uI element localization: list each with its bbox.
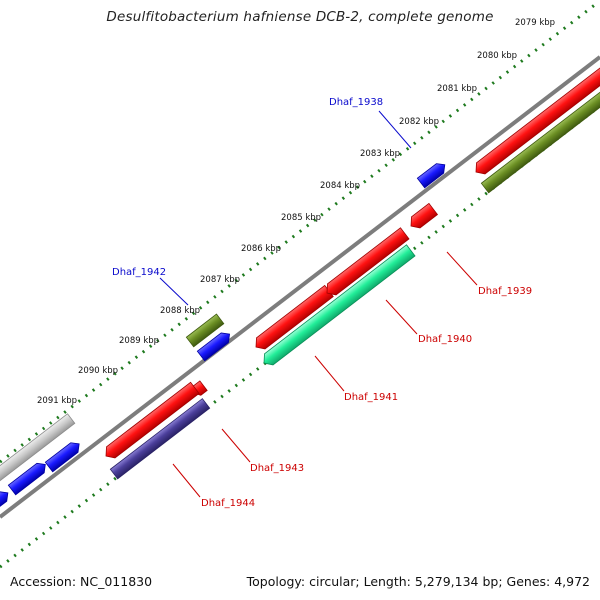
kbp-label: 2081 kbp bbox=[437, 84, 477, 94]
gene-dhaf-1943[interactable] bbox=[102, 381, 200, 461]
gene-label-dhaf-1942[interactable]: Dhaf_1942 bbox=[112, 267, 166, 278]
gene-label-dhaf-1944[interactable]: Dhaf_1944 bbox=[201, 498, 255, 509]
kbp-label: 2082 kbp bbox=[399, 117, 439, 127]
kbp-label: 2088 kbp bbox=[160, 306, 200, 316]
leader-dhaf-1941 bbox=[314, 355, 345, 392]
kbp-label: 2089 kbp bbox=[119, 336, 159, 346]
leader-dhaf-1939 bbox=[446, 251, 478, 286]
gene-label-dhaf-1943[interactable]: Dhaf_1943 bbox=[250, 463, 304, 474]
gene-label-dhaf-1939[interactable]: Dhaf_1939 bbox=[478, 286, 532, 297]
kbp-label: 2085 kbp bbox=[281, 213, 321, 223]
gene-dhaf-1939-olive-long[interactable] bbox=[480, 79, 600, 194]
gene-label-dhaf-1940[interactable]: Dhaf_1940 bbox=[418, 334, 472, 345]
gene-label-dhaf-1938[interactable]: Dhaf_1938 bbox=[329, 97, 383, 108]
kbp-label: 2090 kbp bbox=[78, 366, 118, 376]
map-title: Desulfitobacterium hafniense DCB-2, comp… bbox=[106, 9, 494, 25]
genome-summary-text: Topology: circular; Length: 5,279,134 bp… bbox=[246, 574, 590, 589]
gene-label-dhaf-1941[interactable]: Dhaf_1941 bbox=[344, 392, 398, 403]
gene-dhaf-1939-small[interactable] bbox=[407, 202, 439, 231]
gene-dhaf-1939-red-long[interactable] bbox=[472, 62, 600, 178]
leader-dhaf-1943 bbox=[221, 428, 251, 463]
leader-dhaf-1944 bbox=[172, 463, 201, 498]
gene-dhaf-1938[interactable] bbox=[416, 160, 448, 189]
gene-dhaf-1944[interactable] bbox=[109, 398, 211, 480]
kbp-label: 2083 kbp bbox=[360, 149, 400, 159]
gene-dhaf-1940-red-a[interactable] bbox=[252, 284, 334, 352]
leader-dhaf-1938 bbox=[378, 110, 412, 149]
accession-text: Accession: NC_011830 bbox=[10, 574, 153, 589]
kbp-label: 2079 kbp bbox=[515, 18, 555, 28]
kbp-label: 2084 kbp bbox=[320, 181, 360, 191]
gene-blue-left-3[interactable] bbox=[0, 488, 12, 511]
kbp-label: 2080 kbp bbox=[477, 51, 517, 61]
gene-dhaf-1940-red-b[interactable] bbox=[323, 227, 410, 299]
kbp-label: 2091 kbp bbox=[37, 396, 77, 406]
kbp-label: 2087 kbp bbox=[200, 275, 240, 285]
gene-dhaf-1941[interactable] bbox=[260, 244, 416, 369]
leader-dhaf-1940 bbox=[385, 299, 418, 335]
gene-dhaf-1942-blue[interactable] bbox=[196, 329, 233, 362]
gene-dhaf-1942-olive[interactable] bbox=[185, 313, 225, 348]
outer-tick-track bbox=[0, 2, 597, 464]
gene-blue-left-1[interactable] bbox=[7, 460, 49, 496]
gene-grey-left[interactable] bbox=[0, 413, 76, 483]
genome-backbone bbox=[0, 55, 600, 519]
gene-blue-left-2[interactable] bbox=[44, 439, 82, 473]
kbp-label: 2086 kbp bbox=[241, 244, 281, 254]
leader-dhaf-1942 bbox=[159, 277, 189, 306]
